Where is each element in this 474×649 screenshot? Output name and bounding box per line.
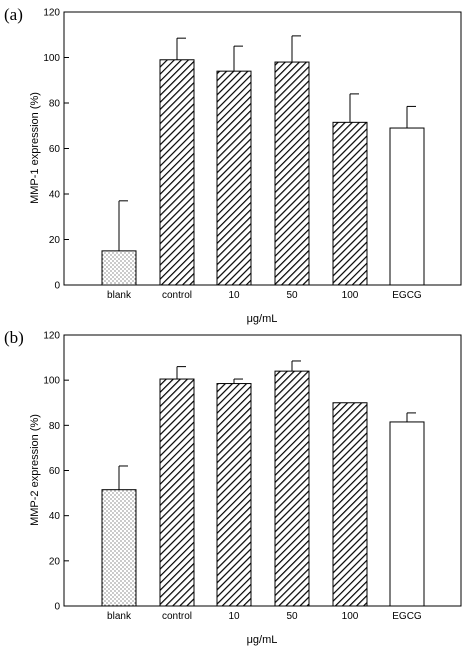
panel-b-bar-egcg <box>389 421 425 607</box>
panel-b-y-tick-label: 60 <box>49 466 61 477</box>
panel-a-y-tick-label: 60 <box>49 144 61 155</box>
panel-b-bar-100 <box>332 402 368 607</box>
panel-a-bars <box>101 35 425 286</box>
panel-a-y-tick-label: 120 <box>43 8 60 19</box>
panel-b-y-tick-label: 120 <box>43 331 60 342</box>
panel-a-x-tick-label: EGCG <box>392 290 422 301</box>
panel-a-y-tick-label: 100 <box>43 53 60 64</box>
panel-a-y-tick-label: 80 <box>49 99 61 110</box>
panel-b-x-tick-label: 10 <box>228 611 240 622</box>
panel-b-bar-50 <box>274 370 310 607</box>
panel-b-bar-10 <box>216 383 252 607</box>
panel-a-bar-50 <box>274 61 310 286</box>
panel-b-y-tick-label: 100 <box>43 376 60 387</box>
panel-b-x-tick-label: 50 <box>286 611 298 622</box>
panel-a-x-tick-label: blank <box>107 290 132 301</box>
panel-b-x-tick-label: EGCG <box>392 611 422 622</box>
panel-b-x-axis-title: μg/mL <box>247 634 278 646</box>
panel-a-bar-10 <box>216 70 252 286</box>
panel-a-x-tick-label: 50 <box>286 290 298 301</box>
panel-b-y-axis-title: MMP-2 expression (%) <box>29 414 41 526</box>
panel-b-y-ticks: 0 20 40 60 80 100 120 <box>43 331 69 613</box>
panel-a: (a) MMP-1 expression (%) μg/mL 0 20 40 60 80… <box>4 5 462 325</box>
panel-b-y-tick-label: 0 <box>54 602 60 613</box>
panel-a-bar-control <box>159 59 195 286</box>
panel-b-x-tick-label: control <box>162 611 192 622</box>
panel-b-x-tick-label: blank <box>107 611 132 622</box>
panel-a-y-tick-label: 0 <box>54 281 60 292</box>
panel-a-x-ticks: blank control 10 50 100 EGCG <box>107 290 422 301</box>
panel-b-bar-control <box>159 378 195 607</box>
panel-a-y-axis-title: MMP-1 expression (%) <box>29 92 41 204</box>
panel-a-bar-blank <box>101 250 137 286</box>
panel-b-bars <box>101 360 425 607</box>
panel-a-y-tick-label: 20 <box>49 235 61 246</box>
panel-a-label: (a) <box>4 5 23 24</box>
panel-a-y-tick-label: 40 <box>49 190 61 201</box>
panel-a-y-ticks: 0 20 40 60 80 100 120 <box>43 8 69 292</box>
panel-a-x-axis-title: μg/mL <box>247 313 278 325</box>
panel-a-x-tick-label: control <box>162 290 192 301</box>
panel-b-label: (b) <box>4 328 24 347</box>
panel-b-bar-blank <box>101 489 137 607</box>
panel-b-y-tick-label: 20 <box>49 556 61 567</box>
panel-a-x-tick-label: 10 <box>228 290 240 301</box>
panel-b-x-tick-label: 100 <box>342 611 359 622</box>
panel-a-x-tick-label: 100 <box>342 290 359 301</box>
panel-b: (b) MMP-2 expression (%) μg/mL 0 20 40 60 80… <box>4 328 462 646</box>
panel-a-bar-egcg <box>389 127 425 286</box>
panel-b-y-tick-label: 40 <box>49 511 61 522</box>
panel-a-bar-100 <box>332 121 368 286</box>
panel-b-y-tick-label: 80 <box>49 421 61 432</box>
panel-b-x-ticks: blank control 10 50 100 EGCG <box>107 611 422 622</box>
